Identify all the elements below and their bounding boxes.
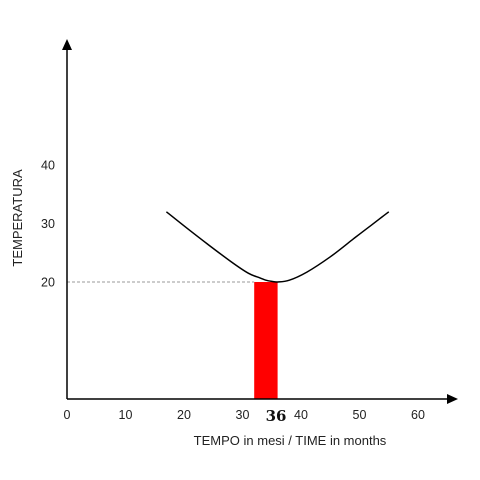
x-tick-label: 10 bbox=[119, 408, 133, 422]
y-tick-label: 30 bbox=[41, 217, 55, 231]
y-tick-label: 20 bbox=[41, 276, 55, 290]
y-axis-arrow-icon bbox=[62, 39, 72, 50]
x-axis-arrow-icon bbox=[447, 394, 458, 404]
tick-labels: 0 10 20 30 40 50 60 20 30 40 bbox=[41, 159, 425, 423]
series-line-0 bbox=[165, 211, 390, 283]
x-tick-label: 50 bbox=[353, 408, 367, 422]
y-axis-label: TEMPERATURA bbox=[10, 169, 25, 267]
x-tick-label: 40 bbox=[294, 408, 308, 422]
x-axis-label: TEMPO in mesi / TIME in months bbox=[194, 433, 387, 448]
chart-marks bbox=[67, 211, 390, 399]
x-tick-label: 20 bbox=[177, 408, 191, 422]
highlight-label: 36 bbox=[266, 407, 287, 425]
y-tick-label: 40 bbox=[41, 159, 55, 173]
highlight-band bbox=[254, 282, 278, 399]
x-tick-label: 0 bbox=[64, 408, 71, 422]
x-tick-label: 30 bbox=[236, 408, 250, 422]
x-tick-label: 60 bbox=[411, 408, 425, 422]
